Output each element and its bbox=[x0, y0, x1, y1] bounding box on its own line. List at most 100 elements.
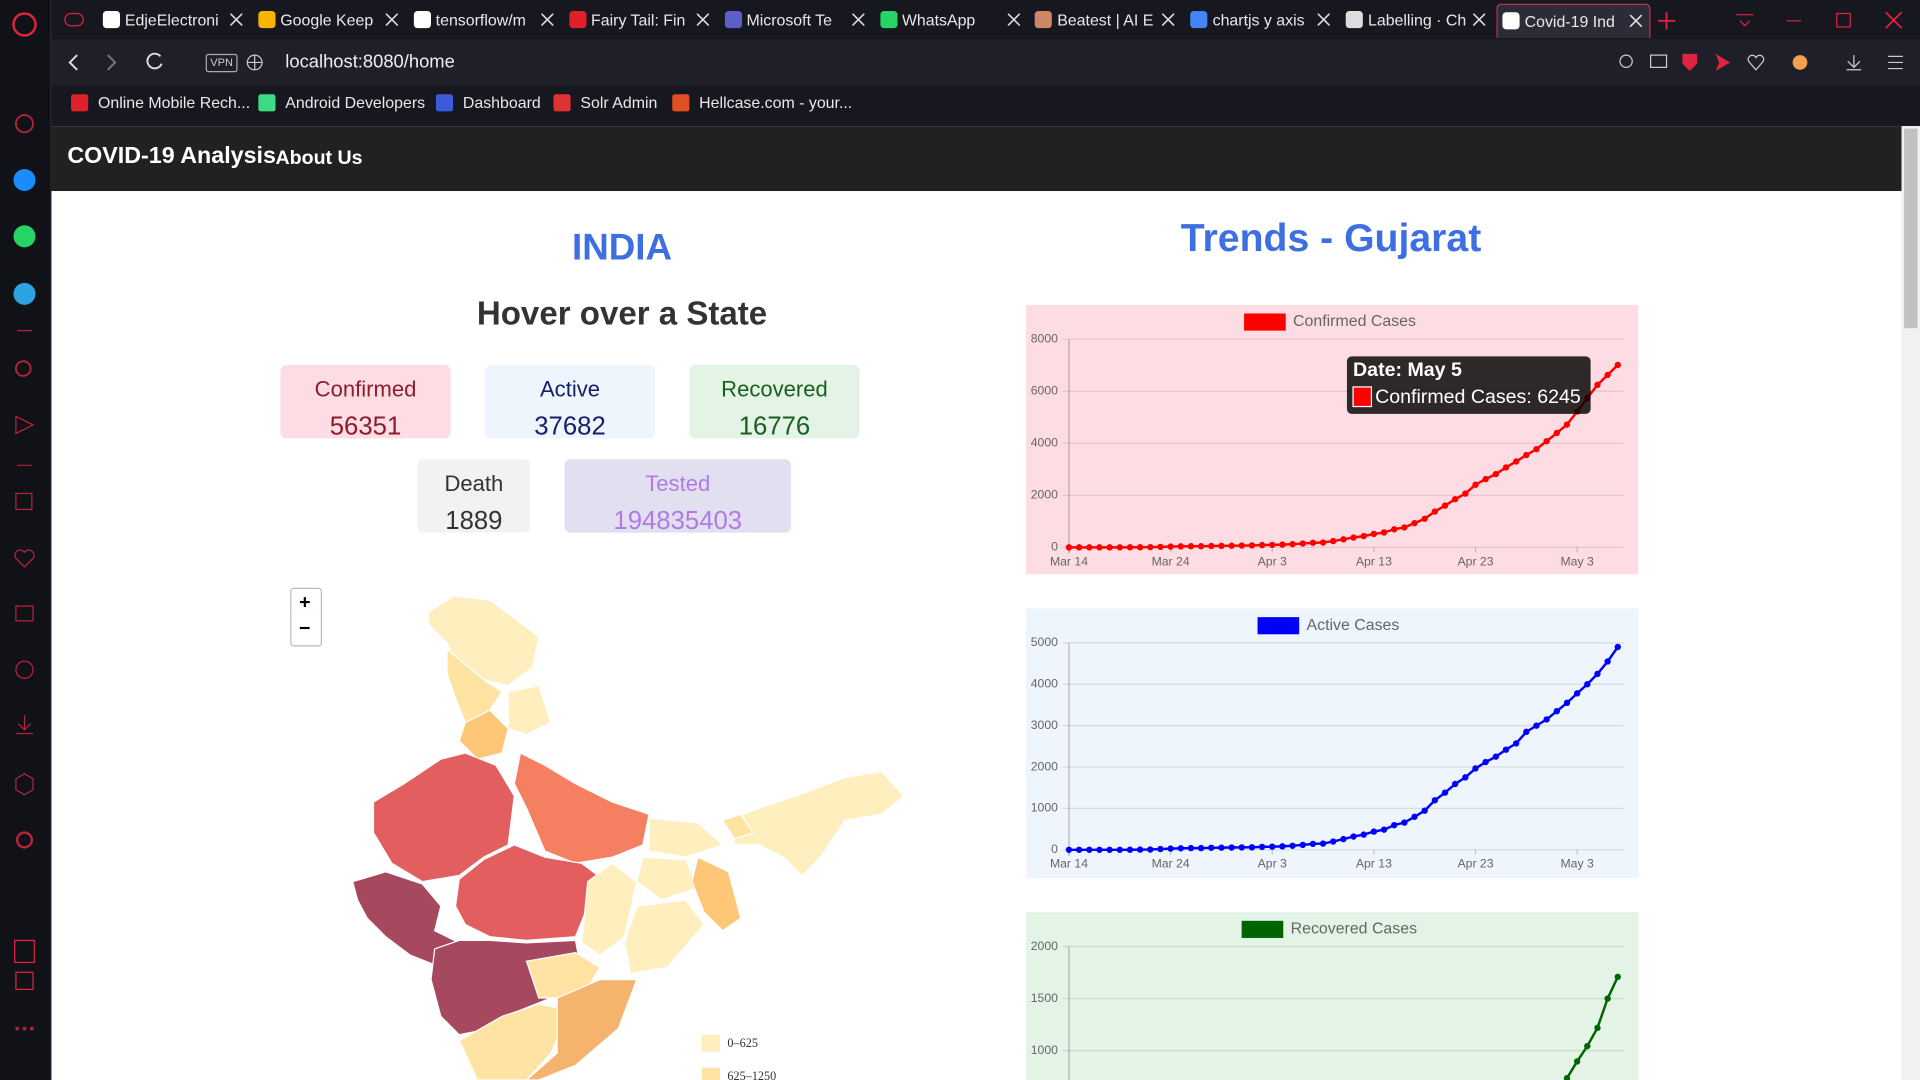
data-point bbox=[1472, 481, 1479, 488]
nav-buttons[interactable] bbox=[61, 49, 183, 76]
state[interactable] bbox=[623, 899, 705, 975]
window-controls[interactable] bbox=[1657, 10, 1915, 32]
bookmark[interactable]: Dashboard bbox=[435, 93, 541, 112]
legend-swatch bbox=[1244, 313, 1286, 331]
scroll-thumb[interactable] bbox=[1904, 128, 1918, 329]
data-point bbox=[1126, 544, 1134, 551]
state[interactable] bbox=[525, 952, 601, 999]
tab-close[interactable] bbox=[851, 13, 864, 26]
y-tick-label: 4000 bbox=[1031, 435, 1058, 449]
data-point bbox=[1177, 543, 1184, 550]
tab-icon bbox=[879, 11, 897, 29]
stat-card: Confirmed 56351 bbox=[280, 364, 451, 441]
data-point bbox=[1065, 544, 1073, 551]
tab-close[interactable] bbox=[1473, 13, 1486, 26]
tab-label: Google Keep bbox=[280, 11, 374, 30]
tab-close[interactable] bbox=[1007, 13, 1020, 26]
nav-link[interactable]: About Us bbox=[275, 148, 363, 169]
tab-close[interactable] bbox=[1317, 13, 1331, 26]
data-point bbox=[1492, 753, 1500, 760]
brand[interactable]: COVID-19 Analysis bbox=[67, 143, 276, 169]
state[interactable] bbox=[721, 813, 755, 840]
zoom-out[interactable]: − bbox=[291, 615, 319, 642]
data-point bbox=[1472, 765, 1479, 772]
browser-chrome: VPN localhost:8080/home EdjeElectroni Goo… bbox=[0, 0, 1920, 127]
tab-label: tensorflow/m bbox=[435, 11, 526, 30]
tab-close[interactable] bbox=[696, 13, 709, 26]
tab-close[interactable] bbox=[540, 13, 554, 26]
stat-card: Recovered 16776 bbox=[689, 364, 860, 441]
data-point bbox=[1187, 543, 1195, 550]
x-tick-label: Mar 14 bbox=[1050, 857, 1088, 871]
tab-close[interactable] bbox=[385, 13, 398, 26]
bookmark[interactable]: Android Developers bbox=[258, 93, 425, 112]
tab-label: chartjs y axis bbox=[1212, 11, 1305, 30]
data-point bbox=[1096, 544, 1103, 551]
data-point bbox=[1411, 813, 1418, 820]
x-tick-label: May 3 bbox=[1560, 857, 1594, 871]
zoom-in[interactable]: + bbox=[291, 590, 319, 618]
data-point bbox=[1523, 728, 1530, 736]
state[interactable] bbox=[372, 752, 515, 883]
tab[interactable]: WhatsApp bbox=[875, 4, 1027, 37]
data-point bbox=[1309, 539, 1317, 546]
data-point bbox=[1584, 681, 1591, 688]
tab[interactable]: Beatest | AI E bbox=[1030, 4, 1182, 37]
state[interactable] bbox=[458, 709, 509, 760]
state[interactable] bbox=[580, 862, 638, 956]
data-point bbox=[1228, 844, 1235, 851]
state[interactable] bbox=[525, 978, 638, 1080]
address-bar[interactable]: localhost:8080/home bbox=[285, 51, 455, 73]
state[interactable] bbox=[427, 595, 540, 687]
x-tick-label: May 3 bbox=[1560, 554, 1594, 568]
bookmark[interactable]: Online Mobile Rech... bbox=[71, 93, 250, 112]
tooltip-label: Confirmed Cases: 6245 bbox=[1375, 386, 1581, 408]
india-map[interactable]: 0–625 625–1250 bbox=[0, 0, 980, 1080]
data-point bbox=[1086, 544, 1093, 551]
data-point bbox=[1391, 526, 1398, 533]
data-point bbox=[1106, 846, 1113, 853]
stat-value: 16776 bbox=[738, 412, 811, 441]
tab[interactable]: tensorflow/m bbox=[409, 4, 561, 37]
data-point bbox=[1533, 445, 1540, 453]
y-tick-label: 1000 bbox=[1031, 1043, 1058, 1057]
state[interactable] bbox=[648, 817, 724, 858]
data-point bbox=[1350, 833, 1357, 840]
sidebar-icons[interactable] bbox=[0, 0, 50, 1080]
tab[interactable]: Labelling · Ch bbox=[1341, 4, 1493, 37]
state[interactable] bbox=[513, 752, 650, 864]
data-point bbox=[1340, 536, 1347, 543]
scrollbar[interactable] bbox=[1901, 126, 1920, 1080]
data-point bbox=[1075, 846, 1083, 853]
data-point bbox=[1401, 819, 1408, 826]
x-tick-label: Apr 13 bbox=[1356, 857, 1392, 871]
tab[interactable]: Covid-19 Ind bbox=[1496, 3, 1651, 38]
tab[interactable]: chartjs y axis bbox=[1186, 4, 1338, 37]
state[interactable] bbox=[691, 856, 742, 932]
tab-close[interactable] bbox=[1629, 14, 1643, 27]
tab[interactable]: EdjeElectroni bbox=[98, 4, 250, 37]
state[interactable] bbox=[727, 770, 905, 877]
tab[interactable]: Fairy Tail: Fin bbox=[564, 4, 716, 37]
toolbar-icons[interactable] bbox=[1614, 51, 1908, 73]
bookmark-icon bbox=[672, 94, 690, 112]
vpn-badge[interactable]: VPN bbox=[205, 53, 238, 73]
bookmark[interactable]: Hellcase.com - your... bbox=[672, 93, 852, 112]
tab-icon[interactable] bbox=[64, 10, 86, 30]
tab[interactable]: Google Keep bbox=[253, 4, 405, 37]
stat-value: 56351 bbox=[329, 412, 402, 441]
state[interactable] bbox=[636, 856, 699, 901]
data-point bbox=[1584, 1042, 1591, 1050]
tab-label: WhatsApp bbox=[901, 11, 976, 30]
stat-value: 1889 bbox=[445, 506, 503, 536]
bookmark[interactable]: Solr Admin bbox=[553, 93, 657, 112]
tab[interactable]: Microsoft Te bbox=[720, 4, 872, 37]
data-point bbox=[1167, 543, 1174, 550]
state[interactable] bbox=[507, 685, 552, 736]
x-tick-label: Apr 23 bbox=[1457, 857, 1493, 871]
tab-close[interactable] bbox=[230, 13, 243, 26]
data-point bbox=[1299, 841, 1306, 849]
tab-close[interactable] bbox=[1162, 13, 1175, 26]
data-point bbox=[1614, 973, 1621, 981]
